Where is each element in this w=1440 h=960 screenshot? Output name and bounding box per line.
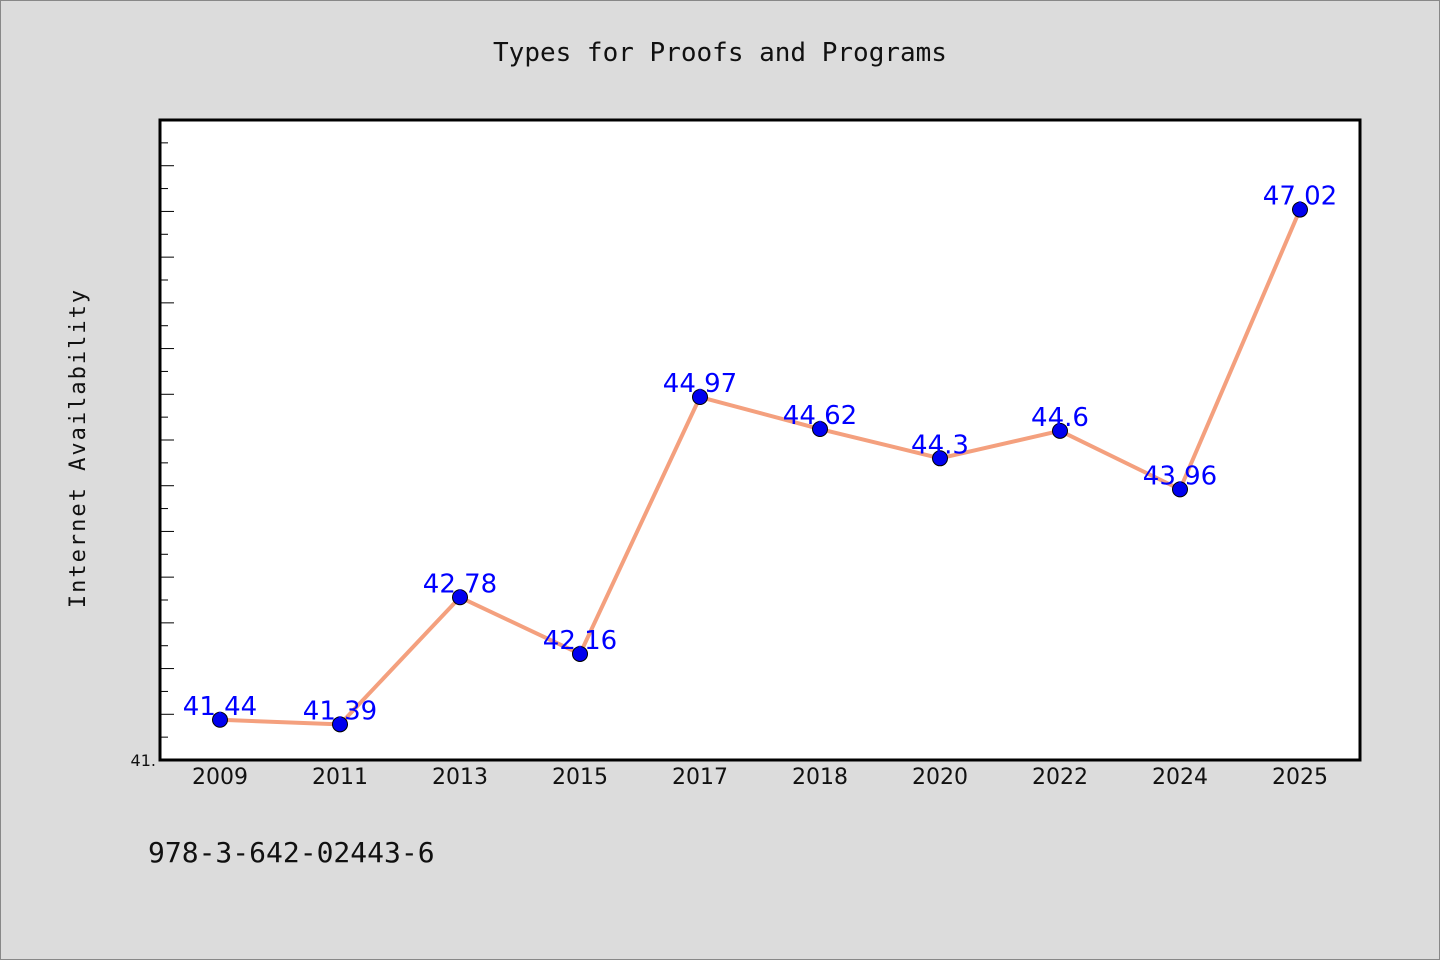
plot-area: [158, 118, 1362, 762]
chart-title: Types for Proofs and Programs: [493, 38, 947, 68]
y-axis-tick-labels: 41.: [131, 751, 156, 770]
data-label: 44.62: [783, 401, 857, 431]
series-lines: [219, 208, 1302, 727]
series-line: [219, 208, 1302, 727]
data-label: 44.97: [663, 369, 737, 399]
data-label: 44.3: [911, 430, 969, 460]
data-label: 44.6: [1031, 403, 1089, 433]
x-tick-label: 2009: [192, 765, 248, 790]
y-axis-label: Internet Availability: [66, 288, 91, 608]
data-point: [1172, 481, 1188, 498]
series-markers: [212, 201, 1308, 733]
data-label: 42.16: [543, 626, 617, 656]
x-tick-label: 2017: [672, 765, 728, 790]
data-point: [692, 389, 708, 406]
data-label: 41.44: [183, 692, 257, 722]
data-label: 43.96: [1143, 461, 1217, 491]
data-point: [572, 645, 588, 662]
data-label: 47.02: [1263, 182, 1337, 212]
data-point: [932, 450, 948, 467]
data-point: [812, 421, 828, 438]
x-tick-label: 2020: [912, 765, 968, 790]
x-tick-label: 2018: [792, 765, 848, 790]
x-tick-label: 2022: [1032, 765, 1088, 790]
x-axis-tick-labels: 2009 2011 2013 2015 2017 2018 2020 2022 2024 2025: [192, 765, 1328, 790]
x-tick-label: 2025: [1272, 765, 1328, 790]
data-point: [1292, 201, 1308, 218]
data-point: [1052, 422, 1068, 439]
data-label: 41.39: [303, 696, 377, 726]
data-label: 42.78: [423, 569, 497, 599]
x-tick-label: 2024: [1152, 765, 1208, 790]
x-tick-label: 2013: [432, 765, 488, 790]
y-axis-ticks: [160, 119, 174, 761]
footer-isbn: 978-3-642-02443-6: [148, 836, 435, 869]
data-point: [332, 716, 348, 733]
y-tick-label: 41.: [131, 751, 156, 770]
x-tick-label: 2015: [552, 765, 608, 790]
x-tick-label: 2011: [312, 765, 368, 790]
data-point: [212, 711, 228, 728]
data-point: [452, 589, 468, 606]
data-labels: 41.44 41.39 42.78 42.16 44.97 44.62 44.3 44.6 43…: [183, 182, 1337, 727]
